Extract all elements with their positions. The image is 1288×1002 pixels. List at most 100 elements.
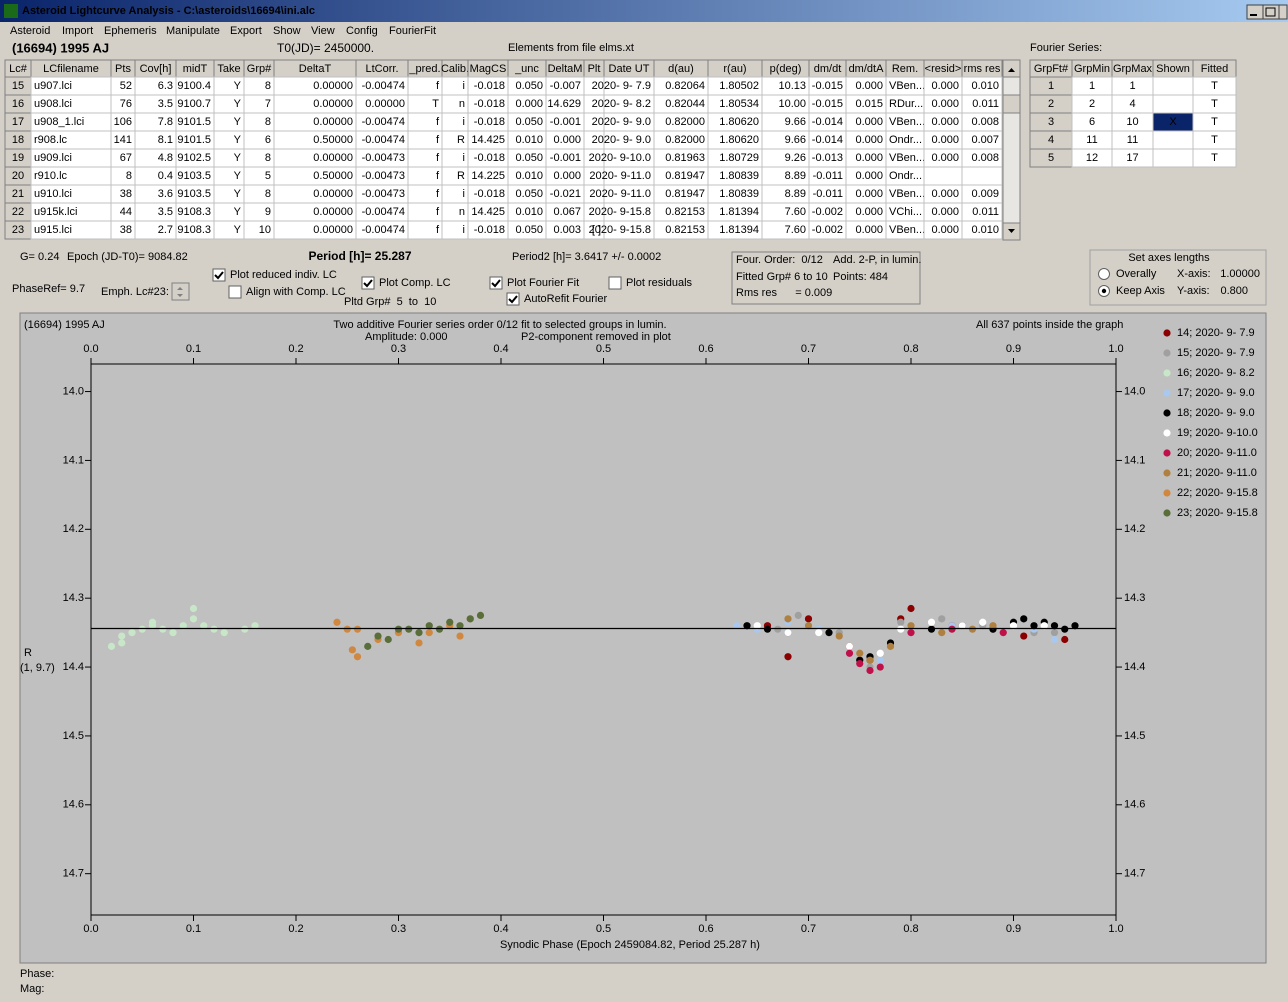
cell-text: Y — [234, 170, 242, 182]
menu-item[interactable]: Import — [62, 25, 93, 37]
cell-text: 23 — [12, 224, 24, 236]
cell-text: 1.80729 — [719, 152, 759, 164]
cell-text: 9.66 — [785, 116, 806, 128]
cell-text: 8 — [265, 80, 271, 92]
data-point — [446, 618, 454, 626]
cell-text: 0.00000 — [365, 98, 405, 110]
cell-text: 1 — [1129, 80, 1135, 92]
checkbox[interactable] — [608, 276, 622, 290]
cell-text: 0.010 — [515, 170, 543, 182]
cell-text: 2020- 9- 8.2 — [592, 98, 651, 110]
cell-text: 2020- 9- 7.9 — [592, 80, 651, 92]
data-point — [948, 625, 956, 633]
legend-marker — [1163, 329, 1171, 337]
points-note: All 637 points inside the graph — [976, 319, 1123, 331]
close-button[interactable] — [1278, 4, 1288, 20]
data-point — [128, 629, 136, 637]
data-point — [210, 625, 218, 633]
data-point — [189, 615, 198, 623]
column-header-label: r(au) — [723, 63, 746, 75]
column-header-label: Pts — [115, 63, 131, 75]
data-point — [804, 615, 813, 623]
checkbox[interactable] — [506, 292, 520, 306]
cell-text: -0.001 — [550, 116, 581, 128]
legend-label: 14; 2020- 9- 7.9 — [1177, 327, 1255, 339]
x-tick-label: 0.6 — [698, 923, 713, 935]
spinner-arrows[interactable] — [177, 287, 183, 297]
cell-text: 2020- 9- 9.0 — [592, 134, 651, 146]
y-tick-label: 14.2 — [1124, 523, 1145, 535]
cell-text: 10 — [259, 224, 271, 236]
cell-text: -0.002 — [812, 206, 843, 218]
cell-text: u915k.lci — [34, 206, 77, 218]
cell-text: 0.000 — [931, 116, 959, 128]
checkbox[interactable] — [212, 268, 226, 282]
cell-text: f — [436, 206, 440, 218]
cell-text: -0.018 — [474, 116, 505, 128]
cell-text: 0.000 — [553, 170, 581, 182]
table-cell — [1152, 94, 1194, 114]
scrollbar[interactable] — [1002, 59, 1021, 240]
info-box — [731, 251, 921, 305]
cell-text: 2020- 9-15.8 — [589, 224, 651, 236]
cell-text: 9101.5 — [177, 116, 211, 128]
checkbox[interactable] — [228, 285, 242, 299]
cell-text: 52 — [120, 80, 132, 92]
column-header-label: Date UT — [609, 63, 650, 75]
radio-label: Overally — [1116, 268, 1157, 280]
checkbox-label: Plot residuals — [626, 277, 693, 289]
data-point — [784, 615, 792, 623]
maximize-icon — [1265, 7, 1276, 17]
cell-text: -0.011 — [813, 188, 843, 200]
cell-text: f — [436, 80, 440, 92]
table-cell — [1152, 130, 1194, 150]
cell-text: u908.lci — [34, 98, 72, 110]
cell-text: 0.010 — [515, 206, 543, 218]
cell-text: 9103.5 — [177, 170, 211, 182]
menu-item[interactable]: Export — [230, 25, 262, 37]
checkbox[interactable] — [361, 276, 375, 290]
minimize-button[interactable] — [1246, 4, 1264, 20]
menu-item[interactable]: Show — [273, 25, 301, 37]
radio-button[interactable] — [1098, 268, 1110, 280]
column-header-label: GrpFt# — [1034, 63, 1069, 75]
cell-text: Y — [234, 224, 242, 236]
cell-text: -0.00473 — [362, 170, 405, 182]
data-point — [374, 632, 382, 640]
cell-text: i — [463, 116, 465, 128]
x-tick-label: 0.9 — [1006, 343, 1021, 355]
check-mark — [508, 295, 518, 304]
cell-text: 11 — [1127, 134, 1138, 146]
cell-text: 14.629 — [547, 98, 581, 110]
cell-text: 4 — [1048, 134, 1054, 146]
maximize-button[interactable] — [1262, 4, 1280, 20]
column-header-label: Rem. — [892, 63, 918, 75]
data-point — [169, 629, 177, 637]
menu-item[interactable]: View — [311, 25, 335, 37]
info-text: Four. Order: 0/12 — [736, 254, 823, 266]
menu-item[interactable]: Manipulate — [166, 25, 220, 37]
amplitude-label: Amplitude: 0.000 — [365, 331, 448, 343]
menu-item[interactable]: Asteroid — [10, 25, 50, 37]
checkbox[interactable] — [489, 276, 503, 290]
elements-label: Elements from file elms.xt — [508, 42, 634, 54]
menu-item[interactable]: Ephemeris — [104, 25, 157, 37]
data-point — [897, 625, 905, 633]
menu-item[interactable]: FourierFit — [389, 25, 436, 37]
data-point — [476, 611, 485, 619]
cell-text: 2020- 9-15.8 — [589, 206, 651, 218]
cell-text: T — [1211, 152, 1218, 164]
cell-text: 0.067 — [553, 206, 581, 218]
data-point — [825, 629, 833, 637]
cell-text: 141 — [114, 134, 132, 146]
menu-item[interactable]: Config — [346, 25, 378, 37]
cell-text: 15 — [12, 80, 24, 92]
cell-text: 8.1 — [158, 134, 173, 146]
cell-text: 0.81947 — [665, 170, 705, 182]
column-header-label: LCfilename — [43, 63, 99, 75]
data-point — [138, 625, 146, 633]
cell-text: Ondr... — [889, 170, 922, 182]
cell-text: r910.lc — [34, 170, 68, 182]
cell-text: 6 — [265, 134, 271, 146]
